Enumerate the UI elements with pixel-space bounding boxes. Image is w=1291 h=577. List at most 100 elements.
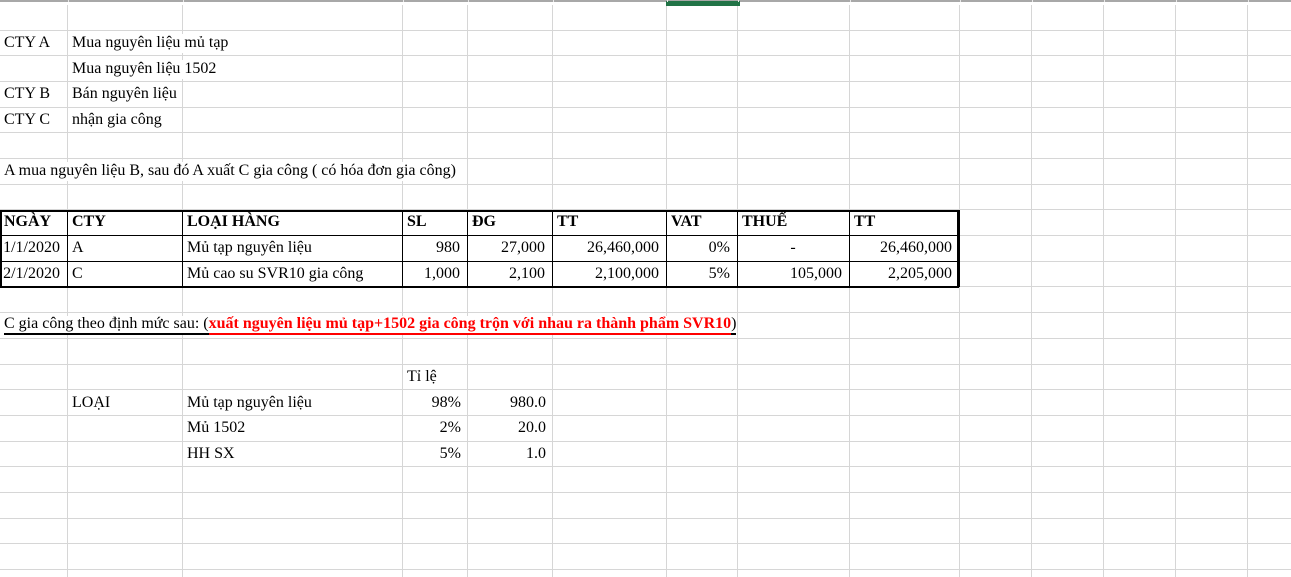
cell-r4-c4[interactable] — [468, 107, 553, 134]
tx-cell-1-7[interactable]: 105,000 — [738, 261, 850, 288]
cell-r2-c10[interactable] — [1032, 56, 1104, 83]
cell-r0-c3[interactable] — [403, 5, 468, 31]
cell-r4-c6[interactable] — [667, 107, 738, 134]
cell-r0-c11[interactable] — [1104, 5, 1176, 31]
tx-header-3[interactable]: SL — [403, 210, 468, 237]
cell-r17-c11[interactable] — [1104, 441, 1176, 468]
cell-r7-c2[interactable] — [183, 184, 403, 211]
cell-r2-c12[interactable] — [1176, 56, 1248, 83]
cell-r5-c3[interactable] — [403, 133, 468, 160]
note-label-cty-b[interactable]: CTY B — [0, 82, 68, 108]
cell-r7-c9[interactable] — [960, 184, 1032, 211]
cell-r4-c7[interactable] — [738, 107, 850, 134]
tx-header-4[interactable]: ĐG — [468, 210, 553, 237]
cell-r13-c13[interactable] — [1248, 339, 1291, 365]
cell-r20-c6[interactable] — [667, 518, 738, 545]
cell-r19-c2[interactable] — [183, 492, 403, 519]
cell-r9-c9[interactable] — [960, 236, 1032, 262]
cell-r6-c3[interactable] — [403, 159, 468, 185]
cell-r17-c4[interactable] — [468, 441, 553, 468]
cell-r1-c0[interactable] — [0, 30, 68, 57]
tx-cell-0-2[interactable]: Mủ tạp nguyên liệu — [183, 236, 403, 262]
cell-r21-c4[interactable] — [468, 544, 553, 570]
cell-r19-c13[interactable] — [1248, 493, 1291, 519]
tx-header-1[interactable]: CTY — [68, 210, 183, 237]
cell-r1-c4[interactable] — [468, 30, 553, 57]
note-desc-cty-a[interactable]: Mua nguyên liệu mủ tạp — [68, 31, 468, 57]
cell-r3-c4[interactable] — [468, 82, 553, 108]
cell-r12-c7[interactable] — [738, 313, 850, 339]
cell-r19-c4[interactable] — [468, 492, 553, 519]
cell-r15-c5[interactable] — [553, 390, 667, 416]
cell-r20-c2[interactable] — [183, 518, 403, 545]
cell-r4-c1[interactable] — [68, 107, 183, 134]
cell-r4-c11[interactable] — [1104, 107, 1176, 134]
cell-r19-c3[interactable] — [403, 492, 468, 519]
cell-r14-c1[interactable] — [68, 364, 183, 391]
cell-r5-c6[interactable] — [667, 133, 738, 160]
cell-r16-c0[interactable] — [0, 415, 68, 442]
cell-r11-c0[interactable] — [0, 287, 68, 314]
tx-cell-1-2[interactable]: Mủ cao su SVR10 gia công — [183, 261, 403, 288]
cell-r15-c0[interactable] — [0, 390, 68, 416]
cell-r0-c4[interactable] — [468, 5, 553, 31]
cell-r13-c10[interactable] — [1032, 338, 1104, 365]
cell-r18-c9[interactable] — [960, 467, 1032, 493]
cell-r15-c4[interactable] — [468, 390, 553, 416]
cell-r6-c11[interactable] — [1104, 159, 1176, 185]
cell-r7-c0[interactable] — [0, 184, 68, 211]
cell-r5-c4[interactable] — [468, 133, 553, 160]
note-label-cty-c[interactable]: CTY C — [0, 108, 68, 134]
ratio-row-label[interactable]: LOẠI — [68, 390, 183, 416]
cell-r4-c10[interactable] — [1032, 107, 1104, 134]
cell-r7-c11[interactable] — [1104, 184, 1176, 211]
cell-r10-c9[interactable] — [960, 261, 1032, 288]
cell-r2-c5[interactable] — [553, 56, 667, 83]
cell-r4-c12[interactable] — [1176, 107, 1248, 134]
cell-r0-c1[interactable] — [68, 5, 183, 31]
cell-r13-c0[interactable] — [0, 338, 68, 365]
note-desc-1502[interactable]: Mua nguyên liệu 1502 — [68, 56, 468, 82]
cell-r5-c8[interactable] — [850, 133, 960, 160]
tx-header-2[interactable]: LOẠI HÀNG — [183, 210, 403, 237]
cell-r11-c4[interactable] — [468, 287, 553, 314]
ratio-pct-1[interactable]: 2% — [403, 416, 468, 442]
tx-cell-0-1[interactable]: A — [68, 236, 183, 262]
cell-r14-c4[interactable] — [468, 364, 553, 391]
cell-r11-c1[interactable] — [68, 287, 183, 314]
cell-r21-c9[interactable] — [960, 544, 1032, 570]
cell-r16-c13[interactable] — [1248, 416, 1291, 442]
cell-r11-c13[interactable] — [1248, 287, 1291, 314]
cell-r22-c0[interactable] — [0, 569, 68, 577]
cell-r7-c7[interactable] — [738, 184, 850, 211]
cell-r15-c6[interactable] — [667, 390, 738, 416]
cell-r13-c8[interactable] — [850, 338, 960, 365]
cell-r20-c13[interactable] — [1248, 519, 1291, 545]
cell-r13-c2[interactable] — [183, 338, 403, 365]
cell-r4-c5[interactable] — [553, 107, 667, 134]
ratio-qty-2[interactable]: 1.0 — [468, 442, 553, 468]
cell-r1-c2[interactable] — [183, 30, 403, 57]
note-desc-cty-b[interactable]: Bán nguyên liệu — [68, 82, 468, 108]
cell-r14-c8[interactable] — [850, 364, 960, 391]
cell-r2-c7[interactable] — [738, 56, 850, 83]
cell-r9-c13[interactable] — [1248, 236, 1291, 262]
cell-r12-c13[interactable] — [1248, 313, 1291, 339]
cell-r22-c5[interactable] — [553, 569, 667, 577]
cell-r13-c6[interactable] — [667, 338, 738, 365]
note-label-cty-a[interactable]: CTY A — [0, 31, 68, 57]
tx-header-5[interactable]: TT — [553, 210, 667, 237]
cell-r12-c11[interactable] — [1104, 313, 1176, 339]
cell-r5-c7[interactable] — [738, 133, 850, 160]
cell-r11-c3[interactable] — [403, 287, 468, 314]
tx-cell-1-8[interactable]: 2,205,000 — [850, 261, 960, 288]
cell-r16-c6[interactable] — [667, 415, 738, 442]
cell-r1-c11[interactable] — [1104, 30, 1176, 57]
cell-r0-c5[interactable] — [553, 5, 667, 31]
cell-r20-c7[interactable] — [738, 518, 850, 545]
cell-r5-c1[interactable] — [68, 133, 183, 160]
cell-r10-c10[interactable] — [1032, 261, 1104, 288]
cell-r5-c13[interactable] — [1248, 133, 1291, 160]
cell-r22-c13[interactable] — [1248, 570, 1291, 577]
cell-r11-c2[interactable] — [183, 287, 403, 314]
